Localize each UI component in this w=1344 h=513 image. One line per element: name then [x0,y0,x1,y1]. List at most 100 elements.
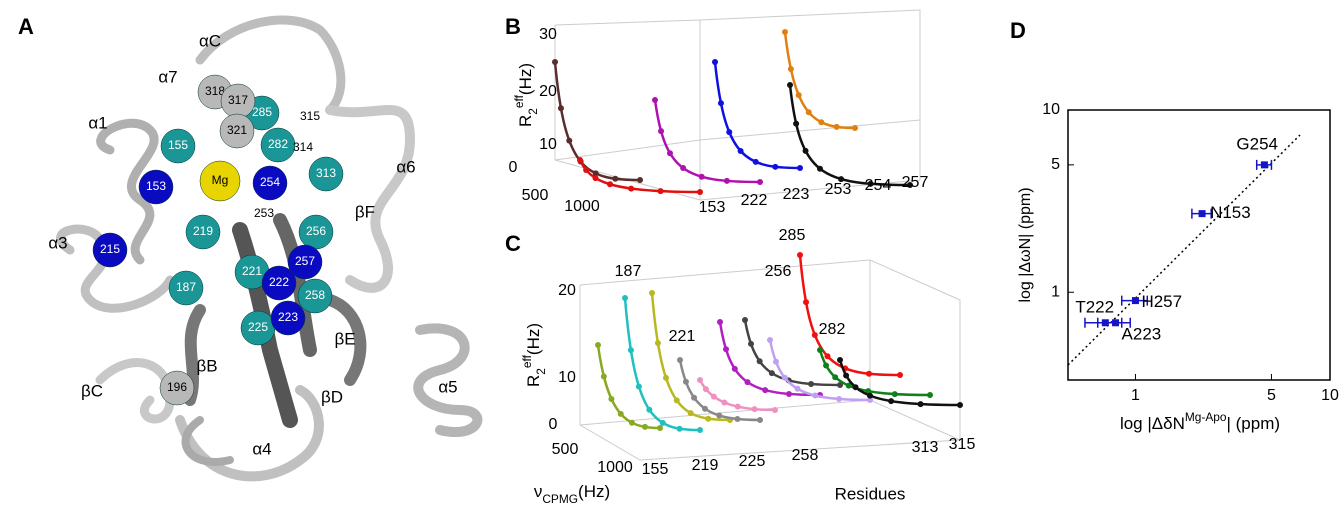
relaxation-point [843,372,850,379]
relaxation-point [867,392,873,399]
relaxation-point [742,317,748,323]
relaxation-point [717,100,724,107]
relaxation-point [803,299,810,306]
relaxation-point [781,374,788,381]
residue-sphere [260,127,296,163]
relaxation-point [628,419,635,426]
curve-label: 187 [615,263,642,280]
z-tick-label: 20 [539,83,557,100]
panel-c-y-label: R2eff(Hz) [520,323,548,387]
x-tick-label: 10 [1321,387,1339,404]
residue-label: 223 [278,310,298,324]
residue-label: 257 [295,254,315,268]
relaxation-curve [553,61,641,182]
relaxation-point [691,394,698,401]
panel-c-y-label-part: eff [520,354,534,368]
residue-label: 254 [260,175,280,189]
relaxation-point [723,177,730,184]
relaxation-point [907,182,913,188]
relaxation-point [757,179,763,185]
relaxation-point [734,403,741,410]
structure-label: α7 [158,67,177,86]
relaxation-point [622,295,628,301]
panel-c-y-label-part: (Hz) [524,323,543,355]
relaxation-point [811,332,818,338]
residue-tick-label: 222 [741,192,768,209]
relaxation-point [865,370,872,377]
residue-tick-label: 225 [739,453,766,470]
structure-label: α3 [48,233,67,252]
residue-label: 318 [205,84,225,98]
z-tick-label: 30 [539,26,557,43]
x-axis-label: log |ΔδNMg-Apo| (ppm) [1120,410,1280,433]
plot-frame [1067,109,1331,381]
relaxation-point [628,185,635,192]
structure-label: βE [334,329,355,348]
residue-tick-label: 313 [912,439,939,456]
relaxation-point [957,402,963,408]
residue-label: 221 [242,264,262,278]
relaxation-point [767,337,773,343]
residue-label: 187 [176,280,196,294]
y-tick-label: 5 [1051,156,1060,173]
panel-label: A [18,14,34,39]
residue-label: 317 [228,93,248,107]
relaxation-point [676,425,683,432]
residue-label: 282 [268,137,288,151]
x-axis-label-part: log |ΔδN [1120,414,1185,433]
residue-tick-label: 153 [699,199,726,216]
relaxation-curve [838,359,961,407]
relaxation-curve [818,349,931,397]
relaxation-point [917,401,924,408]
residue-sphere [185,214,221,250]
residue-sphere [261,265,297,301]
x-axis-label-part: | (ppm) [1227,414,1281,433]
relaxation-point [865,388,872,395]
relaxation-point [817,347,823,353]
relaxation-point [608,395,615,402]
residue-sphere [138,169,174,205]
relaxation-point [705,415,712,422]
relaxation-point [680,165,687,171]
reference-diagonal [1067,134,1301,366]
relaxation-point [867,397,873,403]
relaxation-point [663,374,669,381]
relaxation-point [852,384,859,391]
relaxation-point [697,427,703,433]
relaxation-point [646,406,653,413]
relaxation-point [702,386,709,393]
relaxation-point [595,342,601,348]
relaxation-point [891,391,898,398]
relaxation-point [734,416,741,423]
data-point [1260,161,1268,169]
y-tick-label: 1 [1051,283,1060,300]
y-tick-label: 10 [1042,101,1060,118]
relaxation-point [592,175,599,182]
x-tick-label: 1 [1131,387,1140,404]
residue-sphere [219,113,255,149]
relaxation-point [797,165,803,171]
relaxation-point [823,362,830,369]
curve-label: 285 [779,227,806,244]
relaxation-point [824,353,831,360]
relaxation-point [812,392,819,399]
panel-c-residues-label: Residues [835,484,906,503]
relaxation-point [772,407,778,413]
relaxation-point [697,377,703,383]
relaxation-point [637,177,643,183]
relaxation-point [635,383,642,390]
relaxation-curve [650,292,731,422]
relaxation-point [751,406,758,413]
data-point [1131,297,1139,305]
panel-b-frame [554,9,921,201]
residue-tick-label: 257 [902,174,929,191]
point-label: T222 [1075,297,1114,316]
data-point [1112,319,1120,327]
residue-tick-label: 219 [692,457,719,474]
relaxation-point [757,417,763,423]
panel-c-x-label-part: CPMG [542,492,578,506]
relaxation-point [627,347,634,354]
residue-label: Mg [212,173,229,187]
relaxation-point [832,374,839,381]
residue-tick-label: 258 [792,447,819,464]
